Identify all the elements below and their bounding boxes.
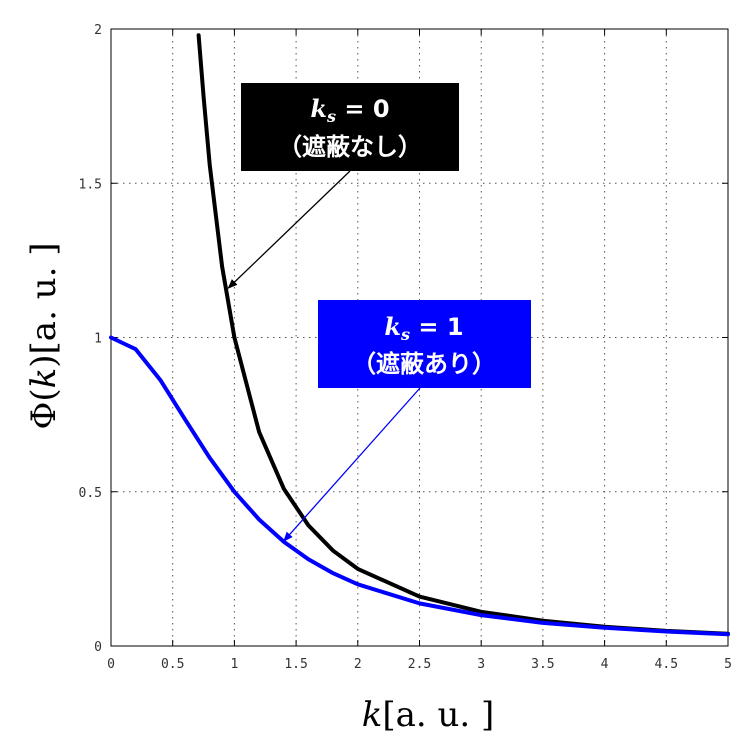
y-tick-label: 1: [94, 332, 102, 347]
x-axis-label: k[a. u. ]: [362, 695, 495, 735]
y-tick-label: 2: [94, 23, 102, 38]
y-axis-label: Φ(k)[a. u. ]: [24, 243, 64, 430]
y-tick-label: 0.5: [79, 486, 102, 501]
annotation-note-shielded: （遮蔽あり）: [352, 350, 496, 378]
axis-ticks: 0 0.5 1 1.5 2 2.5 3 3.5 4 4.5 5 0 0.5 1 1.5 2: [79, 23, 732, 672]
annotation-shielded: ks = 1 （遮蔽あり）: [318, 300, 531, 388]
x-tick-label: 4: [601, 657, 609, 672]
series-line-ks1: [109, 335, 730, 637]
annotation-label-ks1: ks = 1: [384, 312, 463, 344]
x-tick-label: 1.5: [284, 657, 307, 672]
annotation-arrow-shielded: [283, 387, 421, 542]
x-tick-label: 5: [724, 657, 732, 672]
annotation-note-unshielded: （遮蔽なし）: [278, 133, 422, 161]
x-tick-label: 0: [107, 657, 115, 672]
y-tick-label: 1.5: [79, 177, 102, 192]
annotation-label-ks0: ks = 0: [310, 94, 389, 126]
x-tick-label: 0.5: [161, 657, 184, 672]
annotation-arrow-unshielded: [227, 170, 351, 289]
series-lines: [109, 33, 730, 637]
x-tick-label: 4.5: [655, 657, 678, 672]
y-tick-label: 0: [94, 640, 102, 655]
x-tick-label: 3.5: [531, 657, 554, 672]
annotation-box-unshielded: [241, 83, 459, 171]
annotation-box-shielded: [318, 300, 531, 388]
x-tick-label: 2: [354, 657, 362, 672]
x-tick-label: 1: [230, 657, 238, 672]
x-tick-label: 2.5: [408, 657, 431, 672]
annotation-unshielded: ks = 0 （遮蔽なし）: [241, 83, 459, 171]
x-tick-label: 3: [477, 657, 485, 672]
